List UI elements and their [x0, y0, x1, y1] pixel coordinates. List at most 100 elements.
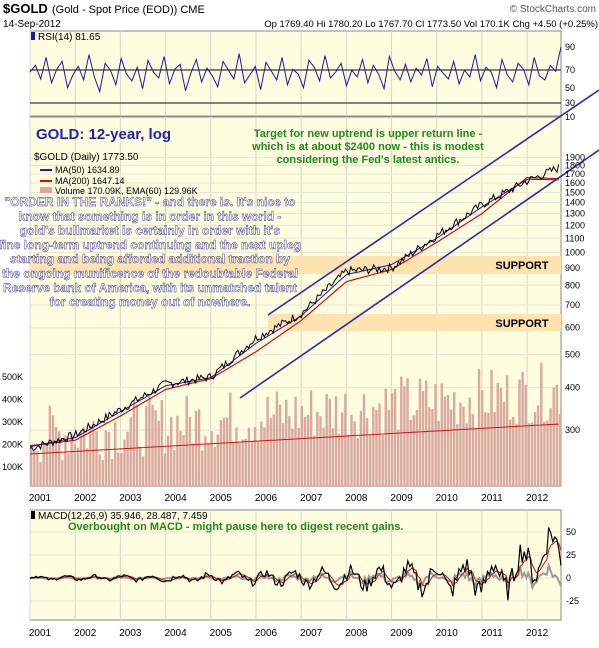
- volume-bar: [257, 440, 260, 486]
- volume-bar: [123, 439, 126, 486]
- volume-bar: [555, 384, 559, 486]
- support-band-1000: [30, 256, 561, 274]
- volume-bar: [30, 445, 33, 486]
- volume-tick-label: 500K: [2, 372, 23, 382]
- volume-bar: [499, 388, 503, 486]
- volume-bar: [163, 453, 167, 486]
- volume-bar: [446, 395, 450, 486]
- price-tick-label: 300: [565, 425, 580, 435]
- volume-bar: [558, 413, 562, 486]
- date: 14-Sep-2012: [3, 19, 61, 30]
- rsi-legend-swatch: [31, 32, 35, 40]
- volume-bar: [521, 372, 524, 486]
- volume-bar: [207, 443, 210, 486]
- volume-bar: [229, 392, 232, 486]
- macd-signal-line: [29, 540, 562, 587]
- volume-bar: [70, 433, 73, 486]
- volume-bar: [452, 392, 456, 486]
- volume-bar: [185, 395, 188, 486]
- volume-bar: [45, 443, 48, 486]
- commentary-line: fine long-term uptrend continuing and th…: [0, 238, 301, 252]
- volume-bar: [543, 421, 546, 486]
- volume-bar: [166, 435, 170, 486]
- legend-main: $GOLD (Daily) 1773.50: [34, 152, 139, 163]
- volume-bar: [428, 407, 431, 486]
- volume-tick-label: 100K: [2, 462, 23, 472]
- volume-bar: [126, 431, 129, 486]
- volume-bar: [216, 434, 220, 486]
- volume-bar: [182, 435, 185, 486]
- macd-label: MACD(12,26,9) 35.946, 28.487, 7.459: [38, 511, 208, 522]
- volume-bar: [474, 427, 478, 486]
- macd-tick-label: 25: [566, 550, 576, 560]
- volume-bar: [319, 416, 322, 486]
- volume-bar: [536, 405, 540, 486]
- legend-ma200: MA(200) 1647.14: [55, 176, 125, 186]
- volume-bar: [179, 431, 182, 486]
- target-annotation-line: which is at about $2400 now - this is mo…: [251, 141, 484, 153]
- volume-bar: [465, 423, 468, 486]
- volume-bar: [36, 450, 39, 486]
- price-tick-label: 1700: [565, 169, 585, 179]
- volume-bar: [48, 405, 52, 486]
- volume-bar: [316, 411, 319, 486]
- volume-bar: [160, 400, 164, 486]
- volume-bar: [169, 417, 173, 486]
- macd-x-label: 2007: [300, 628, 323, 639]
- volume-bar: [57, 431, 61, 486]
- volume-bar: [82, 427, 86, 486]
- price-tick-label: 1800: [565, 161, 585, 171]
- target-annotation-line: considering the Fed's latest antics.: [277, 154, 460, 166]
- volume-bar: [409, 419, 412, 486]
- price-tick-label: 600: [565, 323, 580, 333]
- volume-bar: [39, 462, 42, 486]
- volume-bar: [148, 396, 151, 486]
- price-tick-label: 800: [565, 280, 580, 290]
- volume-bar: [64, 435, 67, 486]
- volume-bar: [173, 450, 176, 486]
- volume-bar: [67, 453, 70, 486]
- volume-bar: [393, 389, 397, 486]
- volume-bar: [449, 409, 453, 486]
- volume-tick-label: 200K: [2, 440, 23, 450]
- volume-bar: [496, 382, 499, 486]
- volume-bar: [85, 448, 89, 486]
- volume-bar: [145, 405, 148, 486]
- commentary-line: "ORDER IN THE RANKS!" - and there is. It…: [5, 195, 296, 209]
- volume-bar: [197, 409, 201, 486]
- volume-bar: [493, 412, 496, 486]
- volume-bar: [79, 430, 83, 486]
- volume-bar: [42, 443, 45, 486]
- support-label-1000: SUPPORT: [495, 260, 548, 272]
- volume-bar: [250, 440, 254, 486]
- macd-x-label: 2008: [345, 628, 368, 639]
- volume-bar: [272, 414, 275, 486]
- volume-bar: [421, 391, 425, 486]
- price-tick-label: 1000: [565, 247, 585, 257]
- rsi-line: [29, 46, 562, 94]
- volume-bar: [101, 459, 104, 486]
- volume-bar: [527, 423, 531, 486]
- commentary-line: the ongoing munificence of the redoubtab…: [2, 267, 298, 281]
- volume-bar: [107, 431, 111, 486]
- volume-bar: [337, 433, 341, 486]
- macd-x-label: 2001: [29, 628, 52, 639]
- volume-bar: [362, 394, 366, 486]
- volume-bar: [219, 420, 223, 486]
- target-annotation-line: Target for new uptrend is upper return l…: [254, 128, 483, 140]
- volume-bar: [129, 417, 132, 486]
- volume-bar: [359, 410, 363, 486]
- brand: © StockCharts.com: [510, 4, 596, 15]
- volume-bar: [76, 447, 80, 486]
- volume-bar: [390, 393, 394, 486]
- volume-bar: [278, 404, 282, 486]
- volume-bar: [313, 435, 316, 486]
- price-x-label: 2001: [29, 493, 52, 504]
- legend-volume-swatch: [40, 187, 52, 193]
- price-tick-label: 1100: [565, 233, 584, 243]
- macd-x-label: 2011: [481, 628, 503, 639]
- macd-annotation: Overbought on MACD - might pause here to…: [68, 521, 404, 533]
- price-panel: GOLD: 12-year, log Target for new uptren…: [0, 89, 599, 504]
- header: $GOLD (Gold - Spot Price (EOD)) CME © St…: [3, 1, 598, 30]
- volume-bar: [269, 418, 272, 486]
